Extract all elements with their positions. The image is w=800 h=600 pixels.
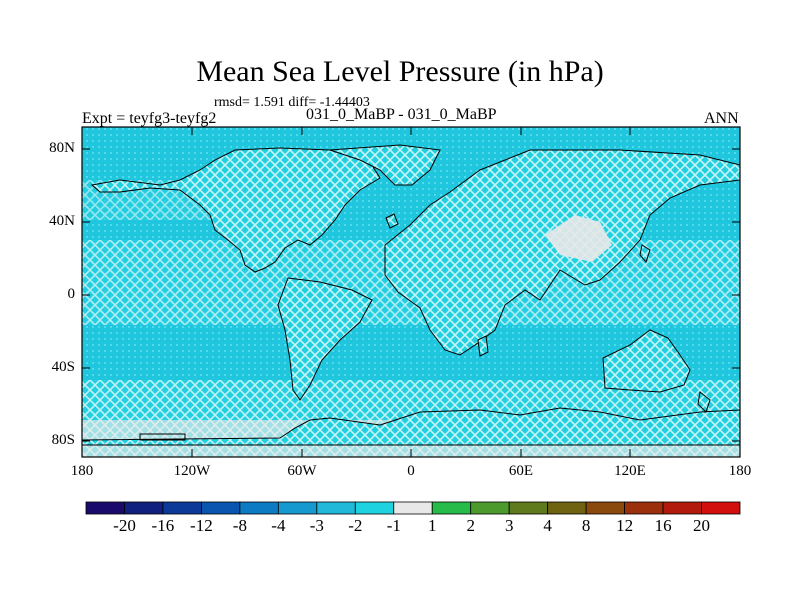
- colorbar-swatch-4: [239, 501, 279, 515]
- colorbar-swatch-15: [662, 501, 702, 515]
- experiment-label: Expt = teyfg3-teyfg2: [82, 110, 217, 127]
- colorbar-swatch-13: [585, 501, 625, 515]
- japan-island: [639, 244, 651, 263]
- new-zealand-island: [697, 391, 711, 413]
- colorbar-label-7: -1: [386, 516, 401, 535]
- colorbar-swatch-16: [701, 501, 741, 515]
- antarctica-coastline: [82, 407, 740, 446]
- colorbar-label-3: -8: [232, 516, 247, 535]
- colorbar-swatch-14: [624, 501, 664, 515]
- colorbar-swatch-9: [431, 501, 472, 515]
- colorbar-label-11: 4: [543, 516, 552, 535]
- colorbar-swatch-5: [277, 501, 318, 515]
- madagascar-island: [477, 335, 489, 357]
- colorbar-label-14: 16: [654, 516, 672, 535]
- colorbar-label-0: -20: [113, 516, 136, 535]
- colorbar-swatch-8: [393, 501, 433, 515]
- colorbar-swatch-0: [85, 501, 125, 515]
- colorbar-label-8: 1: [427, 516, 437, 535]
- colorbar-swatch-1: [124, 501, 164, 515]
- colorbar-swatch-3: [201, 501, 241, 515]
- colorbar-label-15: 20: [693, 516, 710, 535]
- colorbar-label-9: 2: [466, 516, 475, 535]
- lat-label-40n: 40N: [49, 213, 75, 229]
- colorbar-label-4: -4: [271, 516, 286, 535]
- south-america-landmass: [277, 277, 373, 401]
- lon-label-60w: 60W: [287, 463, 317, 479]
- colorbar-swatch-10: [470, 501, 510, 515]
- colorbar-swatch-11: [508, 501, 549, 515]
- neutral-patch-antarctic: [139, 433, 186, 441]
- lat-label-80n: 80N: [49, 140, 75, 156]
- lon-label-180e: 180: [728, 463, 752, 479]
- season-label: ANN: [704, 110, 739, 127]
- colorbar-label-2: -12: [190, 516, 213, 535]
- colorbar-swatch-6: [316, 501, 356, 515]
- lon-label-0: 0: [407, 463, 415, 479]
- colorbar-swatch-2: [162, 501, 202, 515]
- colorbar-swatch-12: [547, 501, 587, 515]
- rmsd-diff-stats: rmsd= 1.591 diff= -1.44403: [214, 95, 370, 110]
- lon-label-60e: 60E: [508, 463, 534, 479]
- uk-island: [385, 213, 399, 229]
- north-america-landmass: [90, 147, 381, 273]
- colorbar-label-1: -16: [151, 516, 175, 535]
- colorbar-label-6: -2: [348, 516, 363, 535]
- greenland-landmass: [329, 144, 441, 186]
- colorbar-label-5: -3: [309, 516, 324, 535]
- colorbar-label-10: 3: [504, 516, 514, 535]
- plot-title: Mean Sea Level Pressure (in hPa): [196, 55, 604, 88]
- colorbar-swatch-7: [354, 501, 395, 515]
- axis-ticks: [82, 127, 740, 457]
- lon-label-120w: 120W: [173, 463, 211, 479]
- lat-label-40s: 40S: [51, 359, 75, 375]
- lat-label-0: 0: [67, 286, 76, 302]
- colorbar-label-12: 8: [581, 516, 591, 535]
- case-label: 031_0_MaBP - 031_0_MaBP: [306, 106, 497, 123]
- lat-label-80s: 80S: [51, 432, 75, 448]
- colorbar-label-13: 12: [616, 516, 634, 535]
- australia-landmass: [602, 329, 691, 393]
- lon-label-120e: 120E: [614, 463, 646, 479]
- neutral-patch-asia: [545, 215, 612, 262]
- lon-label-180w: 180: [70, 463, 94, 479]
